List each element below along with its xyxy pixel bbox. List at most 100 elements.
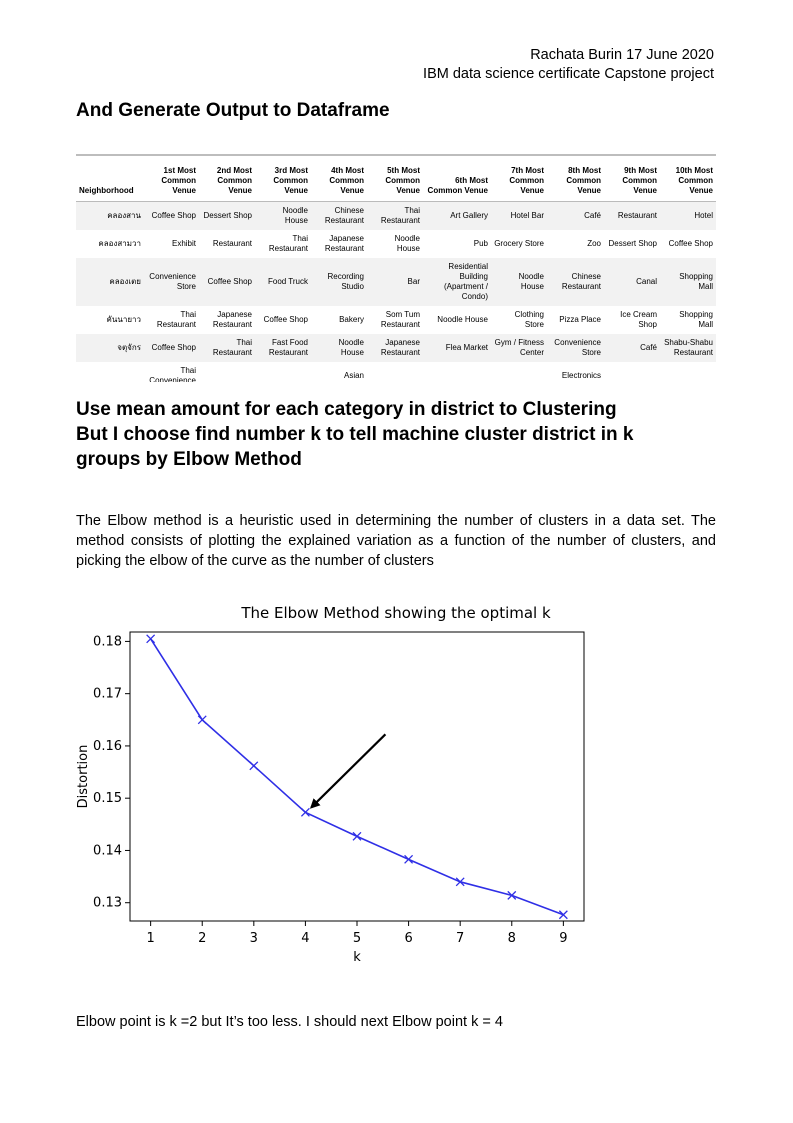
venue-cell: Bar xyxy=(367,258,423,306)
neighborhood-cell: จตุจักร xyxy=(76,334,144,362)
venues-table: Neighborhood 1st Most Common Venue 2nd Mos… xyxy=(76,156,716,382)
venue-cell: Noodle House xyxy=(255,201,311,230)
venue-cell: Fast Food Restaurant xyxy=(255,334,311,362)
series-line xyxy=(149,638,564,916)
column-header: 4th Most Common Venue xyxy=(311,156,367,202)
venue-cell xyxy=(423,362,491,382)
neighborhood-cell xyxy=(76,362,144,382)
venue-cell: Coffee Shop xyxy=(144,201,199,230)
venue-cell: Café xyxy=(604,334,660,362)
venue-cell xyxy=(491,362,547,382)
venue-cell: Convenience Store xyxy=(144,258,199,306)
venue-cell: Café xyxy=(547,201,604,230)
column-header: 8th Most Common Venue xyxy=(547,156,604,202)
venue-cell: Thai Convenience xyxy=(149,366,196,382)
venue-cell: Residential Building (Apartment / Condo) xyxy=(423,258,491,306)
venue-cell: Noodle House xyxy=(437,315,488,324)
column-header: Neighborhood xyxy=(76,156,144,202)
heading-line: groups by Elbow Method xyxy=(76,449,302,470)
column-header: 10th Most Common Venue xyxy=(660,156,716,202)
venue-cell xyxy=(255,362,311,382)
venue-cell: Noodle House xyxy=(311,334,367,362)
conclusion-text: Elbow point is k =2 but It’s too less. I… xyxy=(76,1014,503,1030)
x-axis-label: k xyxy=(353,950,361,965)
venue-cell: Convenience Store xyxy=(547,334,604,362)
column-header: 2nd Most Common Venue xyxy=(199,156,255,202)
plot-frame xyxy=(129,631,585,922)
neighborhood-cell: คลองเตย xyxy=(76,258,144,306)
table-body: คลองสาน Coffee Shop Dessert Shop Noodle Hou… xyxy=(76,201,716,382)
venue-cell: Shopping Mall xyxy=(679,310,713,329)
venue-cell: Shabu-Shabu Restaurant xyxy=(660,334,716,362)
section-heading-clustering: Use mean amount for each category in dis… xyxy=(76,397,633,472)
section-heading-dataframe: And Generate Output to Dataframe xyxy=(76,100,390,121)
table-row: คันนายาว Thai Restaurant Japanese Restaura… xyxy=(76,306,716,334)
y-tick-label: 0.16 xyxy=(93,739,122,754)
venue-cell: Dessert Shop xyxy=(199,201,255,230)
venue-cell: Recording Studio xyxy=(311,258,367,306)
venue-cell xyxy=(660,362,716,382)
column-header: 9th Most Common Venue xyxy=(604,156,660,202)
x-tick-label: 3 xyxy=(250,931,258,946)
venue-cell: Ice Cream Shop xyxy=(620,310,657,329)
data-point xyxy=(249,761,259,771)
x-tick-label: 5 xyxy=(353,931,361,946)
project-title: IBM data science certificate Capstone pr… xyxy=(423,66,714,82)
elbow-chart: 0.13 0.14 0.15 0.16 0.17 0.18 1 2 3 4 5 6 7 8 9 k Distor… xyxy=(76,631,585,965)
neighborhood-cell: คันนายาว xyxy=(106,315,141,324)
venue-cell: Pub xyxy=(473,239,488,248)
x-tick-label: 2 xyxy=(198,931,206,946)
venue-cell: Electronics xyxy=(561,371,601,380)
data-point xyxy=(404,854,414,864)
data-point xyxy=(558,910,568,920)
venue-cell: Hotel Bar xyxy=(491,201,547,230)
venue-cell: Thai Restaurant xyxy=(367,201,423,230)
venue-cell: Coffee Shop xyxy=(668,239,713,248)
column-header: 6th Most Common Venue xyxy=(423,156,491,202)
venue-cell: Thai Restaurant xyxy=(156,310,196,329)
venue-cell xyxy=(604,362,660,382)
venues-table-container: Neighborhood 1st Most Common Venue 2nd Mos… xyxy=(76,154,716,382)
heading-line: Use mean amount for each category in dis… xyxy=(76,399,617,420)
x-tick-label: 8 xyxy=(508,931,516,946)
table-row: คลองเตย Convenience Store Coffee Shop Food … xyxy=(76,258,716,306)
y-tick-label: 0.13 xyxy=(93,896,122,911)
table-row: คลองสามวา Exhibit Restaurant Thai Restauran… xyxy=(76,230,716,258)
neighborhood-cell: คลองสาน xyxy=(76,201,144,230)
venue-cell: Japanese Restaurant xyxy=(324,234,364,253)
venue-cell: Japanese Restaurant xyxy=(212,310,252,329)
data-point xyxy=(197,715,207,725)
venue-cell: Dessert Shop xyxy=(608,239,657,248)
venue-cell xyxy=(367,362,423,382)
y-axis-label: Distortion xyxy=(76,745,91,809)
venue-cell: Noodle House xyxy=(394,234,420,253)
elbow-method-description: The Elbow method is a heuristic used in … xyxy=(76,513,716,569)
table-header-row: Neighborhood 1st Most Common Venue 2nd Mos… xyxy=(76,156,716,202)
document-header: Rachata Burin 17 June 2020 IBM data scie… xyxy=(423,46,714,84)
venue-cell: Japanese Restaurant xyxy=(367,334,423,362)
venue-cell: Thai Restaurant xyxy=(268,234,308,253)
neighborhood-cell: คลองสามวา xyxy=(98,239,141,248)
venue-cell: Flea Market xyxy=(423,334,491,362)
annotation-arrow xyxy=(309,733,387,809)
venue-cell: Restaurant xyxy=(212,239,252,248)
x-tick-label: 4 xyxy=(301,931,309,946)
y-tick-label: 0.15 xyxy=(93,791,122,806)
table-row: Thai Convenience Asian Electronics xyxy=(76,362,716,382)
venue-cell: Art Gallery xyxy=(423,201,491,230)
chart-title: The Elbow Method showing the optimal k xyxy=(241,604,551,622)
venue-cell: Restaurant xyxy=(604,201,660,230)
venue-cell: Coffee Shop xyxy=(263,315,308,324)
x-tick-label: 6 xyxy=(404,931,412,946)
y-tick-label: 0.14 xyxy=(93,843,122,858)
heading-line: But I choose find number k to tell machi… xyxy=(76,424,634,445)
data-point xyxy=(507,890,517,900)
data-point xyxy=(455,877,465,887)
table-row: จตุจักร Coffee Shop Thai Restaurant Fast Fo… xyxy=(76,334,716,362)
venue-cell xyxy=(199,362,255,382)
venue-cell: Zoo xyxy=(587,239,601,248)
venue-cell: Canal xyxy=(604,258,660,306)
column-header: 5th Most Common Venue xyxy=(367,156,423,202)
y-tick-label: 0.17 xyxy=(93,687,122,702)
venue-cell: Hotel xyxy=(660,201,716,230)
